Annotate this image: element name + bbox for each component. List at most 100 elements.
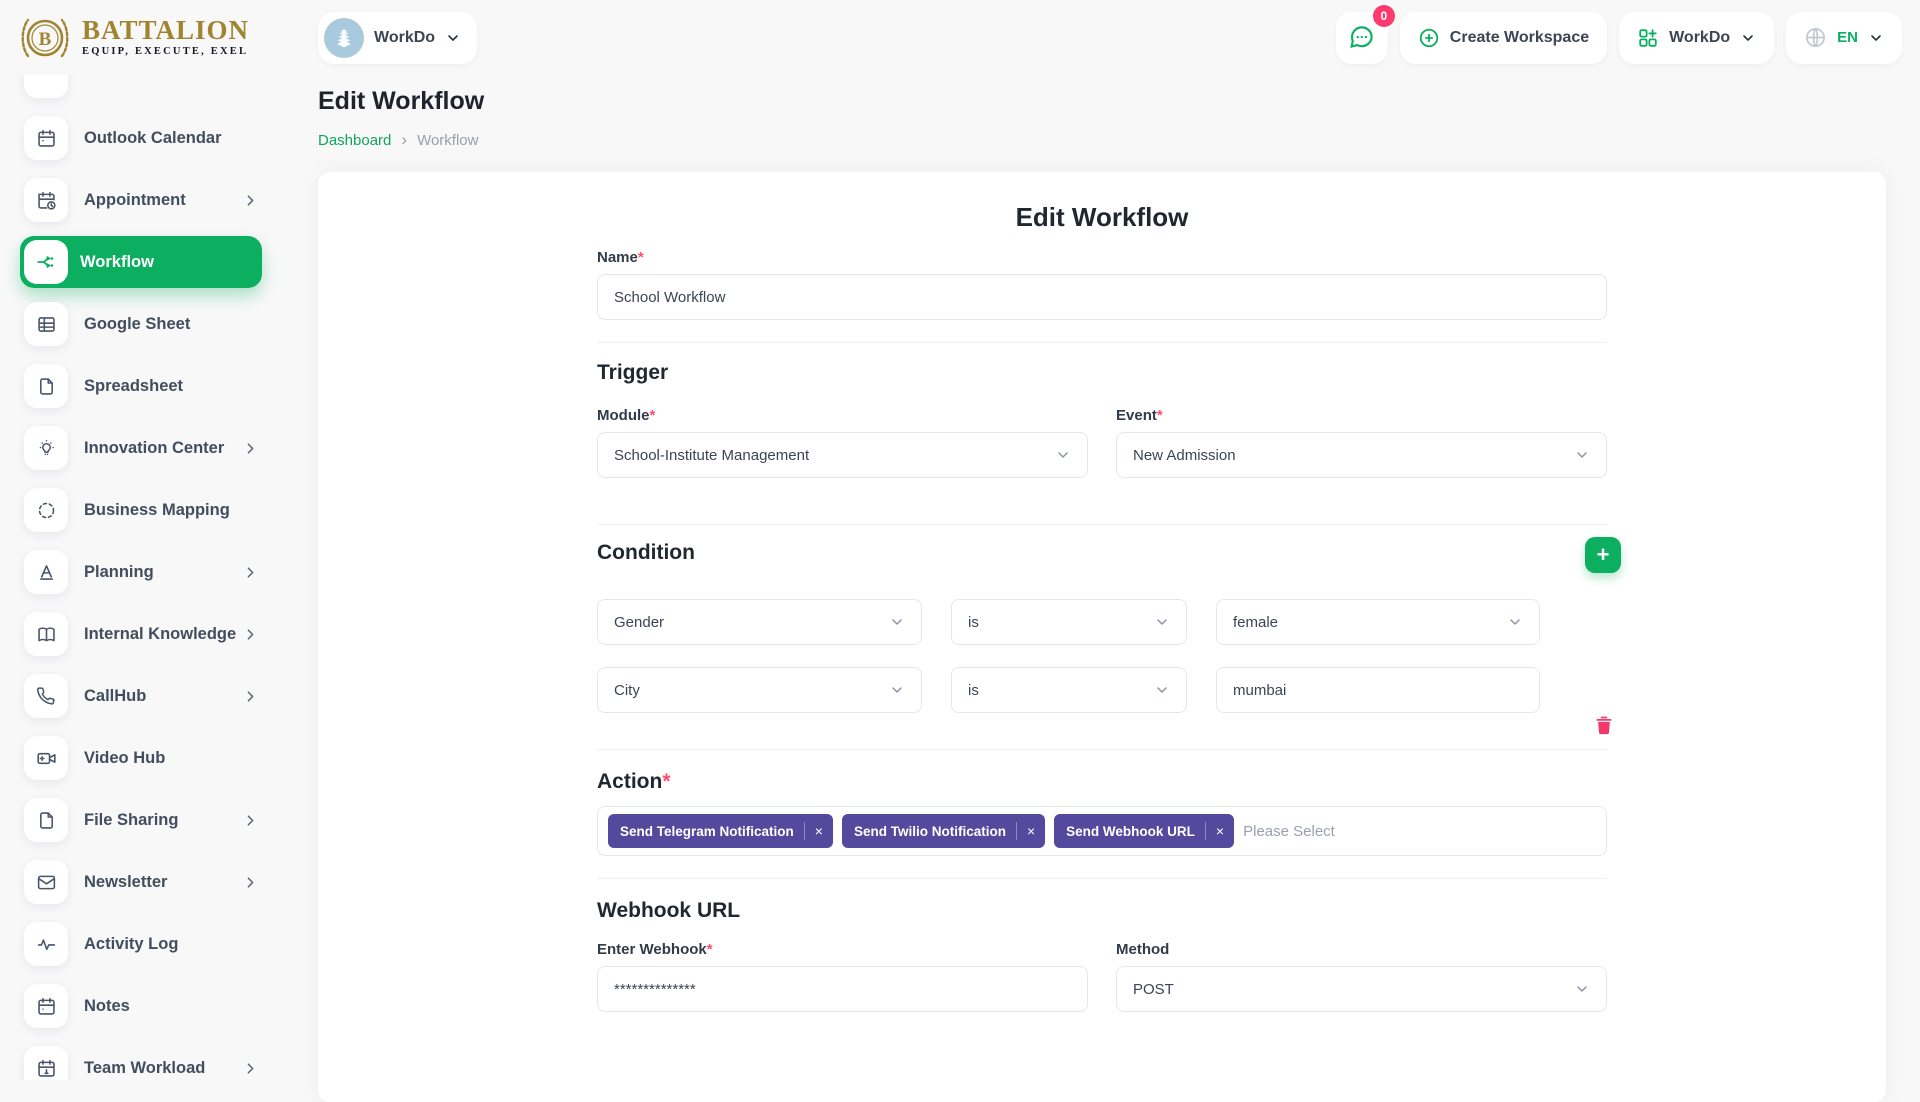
action-multiselect[interactable]: Send Telegram Notification × Send Twilio… (597, 806, 1607, 856)
sidebar-item-google-sheet[interactable]: Google Sheet (24, 293, 306, 355)
condition-field-select[interactable]: Gender (597, 599, 922, 645)
breadcrumb-dashboard-link[interactable]: Dashboard (318, 132, 391, 149)
chevron-right-icon (242, 688, 259, 705)
condition-heading: Condition (597, 541, 695, 565)
sidebar-item-internal-knowledge[interactable]: Internal Knowledge (24, 603, 306, 665)
section-divider (597, 878, 1607, 879)
file-icon (24, 364, 68, 408)
event-select[interactable]: New Admission (1116, 432, 1607, 478)
sidebar-item-workflow[interactable]: Workflow (20, 236, 262, 288)
svg-text:B: B (39, 29, 52, 50)
chevron-right-icon (242, 192, 259, 209)
table-icon (24, 302, 68, 346)
section-divider (597, 342, 1607, 343)
calendar-note-icon (24, 984, 68, 1028)
chevron-right-icon (242, 564, 259, 581)
workdo-menu-button[interactable]: WorkDo (1619, 12, 1774, 64)
delete-condition-button[interactable] (1593, 713, 1615, 737)
workspace-name: WorkDo (374, 29, 435, 47)
chevron-down-icon (889, 682, 905, 698)
messages-button[interactable]: 0 (1336, 12, 1388, 64)
required-mark: * (707, 941, 713, 958)
workspace-selector[interactable]: WorkDo (318, 12, 477, 64)
enter-webhook-label: Enter Webhook* (597, 941, 1088, 958)
sidebar-item-partial[interactable] (24, 75, 306, 107)
remove-tag-icon[interactable]: × (1205, 822, 1234, 840)
grid-plus-icon (1637, 27, 1659, 49)
add-condition-button[interactable]: + (1585, 537, 1621, 573)
action-heading: Action* (597, 770, 1607, 794)
section-divider (597, 749, 1607, 750)
sidebar-item-team-workload[interactable]: Team Workload (24, 1037, 306, 1080)
chevron-right-icon (242, 440, 259, 457)
sidebar-item-activity-log[interactable]: Activity Log (24, 913, 306, 975)
remove-tag-icon[interactable]: × (1016, 822, 1045, 840)
hidden-icon (24, 75, 68, 98)
sidebar-item-outlook-calendar[interactable]: Outlook Calendar (24, 107, 306, 169)
create-workspace-button[interactable]: Create Workspace (1400, 12, 1607, 64)
workspace-avatar (324, 18, 364, 58)
sidebar-item-file-sharing[interactable]: File Sharing (24, 789, 306, 851)
sidebar-nav: Outlook Calendar Appointment Workflow Go… (0, 75, 306, 1080)
workflow-icon (24, 240, 68, 284)
condition-operator-select[interactable]: is (951, 599, 1187, 645)
plus-icon: + (1597, 542, 1610, 568)
edit-workflow-card: Edit Workflow Name* Trigger Module* Even… (318, 172, 1886, 1102)
method-label: Method (1116, 941, 1607, 958)
webhook-heading: Webhook URL (597, 899, 1607, 923)
chevron-down-icon (889, 614, 905, 630)
form-title: Edit Workflow (597, 202, 1607, 233)
lightbulb-icon (24, 426, 68, 470)
action-select-input[interactable] (1243, 823, 1596, 840)
chevron-right-icon (242, 812, 259, 829)
sidebar-item-appointment[interactable]: Appointment (24, 169, 306, 231)
battalion-emblem-icon: B (18, 11, 72, 65)
create-workspace-label: Create Workspace (1450, 29, 1589, 47)
condition-operator-select[interactable]: is (951, 667, 1187, 713)
sidebar-item-spreadsheet[interactable]: Spreadsheet (24, 355, 306, 417)
section-divider (597, 524, 1607, 525)
action-tag: Send Webhook URL × (1054, 814, 1234, 848)
action-tag: Send Telegram Notification × (608, 814, 833, 848)
phone-icon (24, 674, 68, 718)
chevron-down-icon (1574, 447, 1590, 463)
page-title: Edit Workflow (318, 87, 1886, 116)
chevron-down-icon (1574, 981, 1590, 997)
required-mark: * (662, 770, 670, 793)
book-open-icon (24, 612, 68, 656)
method-select[interactable]: POST (1116, 966, 1607, 1012)
required-mark: * (1157, 407, 1163, 424)
condition-value-input[interactable] (1216, 667, 1540, 713)
chevron-down-icon (445, 30, 461, 46)
module-select[interactable]: School-Institute Management (597, 432, 1088, 478)
dashed-circle-icon (24, 488, 68, 532)
sidebar-item-innovation-center[interactable]: Innovation Center (24, 417, 306, 479)
required-mark: * (650, 407, 656, 424)
brand-logo[interactable]: B BATTALION EQUIP, EXECUTE, EXEL (0, 11, 306, 65)
name-input[interactable] (597, 274, 1607, 320)
chevron-right-icon (242, 874, 259, 891)
trigger-heading: Trigger (597, 361, 1607, 385)
language-selector[interactable]: EN (1786, 12, 1902, 64)
workdo-menu-label: WorkDo (1669, 29, 1730, 47)
sidebar-item-callhub[interactable]: CallHub (24, 665, 306, 727)
condition-field-select[interactable]: City (597, 667, 922, 713)
calendar-icon (24, 116, 68, 160)
calendar-day-icon (24, 1046, 68, 1080)
sidebar-item-notes[interactable]: Notes (24, 975, 306, 1037)
webhook-url-input[interactable] (597, 966, 1088, 1012)
name-label: Name* (597, 249, 1607, 266)
sidebar-item-video-hub[interactable]: Video Hub (24, 727, 306, 789)
chevron-right-icon (242, 626, 259, 643)
chevron-down-icon (1868, 30, 1884, 46)
sidebar-item-business-mapping[interactable]: Business Mapping (24, 479, 306, 541)
brand-tagline: EQUIP, EXECUTE, EXEL (82, 47, 249, 58)
chevron-down-icon (1154, 614, 1170, 630)
condition-value-select[interactable]: female (1216, 599, 1540, 645)
file-icon (24, 798, 68, 842)
top-header: B BATTALION EQUIP, EXECUTE, EXEL WorkDo … (0, 0, 1920, 75)
chevron-down-icon (1154, 682, 1170, 698)
remove-tag-icon[interactable]: × (804, 822, 833, 840)
sidebar-item-planning[interactable]: Planning (24, 541, 306, 603)
sidebar-item-newsletter[interactable]: Newsletter (24, 851, 306, 913)
